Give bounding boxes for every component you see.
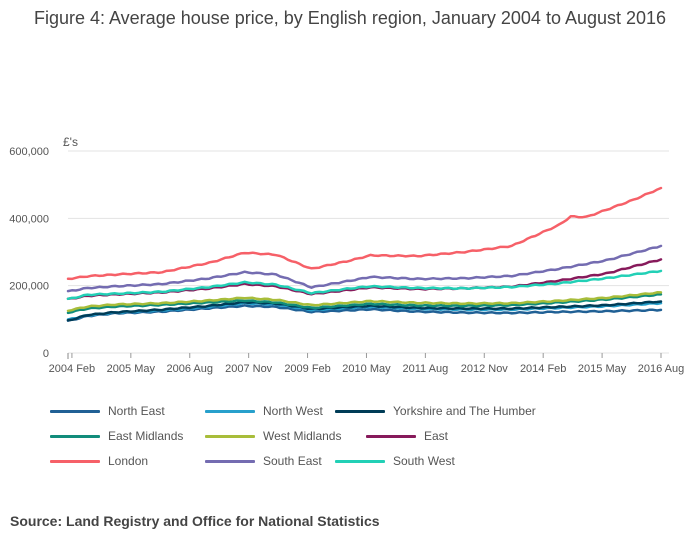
legend-label: London: [108, 454, 149, 468]
legend-swatch: [205, 434, 255, 438]
legend-label: East: [424, 429, 449, 443]
y-axis-unit-label: £'s: [63, 135, 78, 149]
legend-swatch: [335, 459, 385, 463]
y-tick-label: 0: [43, 348, 49, 360]
x-tick-label: 2006 Aug: [166, 363, 213, 375]
legend-label: West Midlands: [263, 429, 342, 443]
x-tick-label: 2014 Feb: [520, 363, 566, 375]
x-tick-label: 2005 May: [107, 363, 156, 375]
x-tick-label: 2010 May: [342, 363, 391, 375]
series-line-west-midlands: [66, 291, 663, 313]
legend-swatch: [205, 409, 255, 413]
series-line-north-east: [66, 304, 663, 322]
legend-item[interactable]: South East: [205, 454, 322, 468]
x-tick-label: 2004 Feb: [49, 363, 95, 375]
legend-swatch: [50, 434, 100, 438]
series-line-east-midlands: [66, 293, 663, 315]
y-tick-label: 600,000: [9, 146, 49, 158]
y-tick-label: 400,000: [9, 213, 49, 225]
legend-label: South West: [393, 454, 455, 468]
x-tick-label: 2012 Nov: [461, 363, 509, 375]
legend-item[interactable]: East Midlands: [50, 429, 183, 443]
series-lines: [66, 186, 663, 322]
legend-swatch: [366, 434, 416, 438]
legend-label: North East: [108, 404, 165, 418]
legend-item[interactable]: North West: [205, 404, 323, 418]
x-axis-ticks: 2004 Feb 2005 May 2006 Aug 2007 Nov 2009 Feb…: [49, 353, 685, 375]
x-tick-label: 2007 Nov: [225, 363, 273, 375]
legend-label: North West: [263, 404, 323, 418]
x-tick-label: 2009 Feb: [284, 363, 330, 375]
legend-item[interactable]: London: [50, 454, 148, 468]
legend-swatch: [50, 409, 100, 413]
legend-swatch: [50, 459, 100, 463]
legend-item[interactable]: South West: [335, 454, 455, 468]
series-line-south-east: [66, 244, 663, 293]
y-axis-ticks: 0 200,000 400,000 600,000: [9, 146, 49, 360]
legend-item[interactable]: Yorkshire and The Humber: [335, 404, 536, 418]
legend-label: South East: [263, 454, 322, 468]
legend-item[interactable]: East: [366, 429, 448, 443]
series-line-yorkshire-and-the-humber: [66, 300, 663, 322]
x-tick-label: 2016 Aug: [638, 363, 685, 375]
legend-label: Yorkshire and The Humber: [393, 404, 536, 418]
legend-swatch: [335, 409, 385, 413]
x-tick-label: 2011 Aug: [403, 363, 449, 375]
series-line-south-west: [66, 269, 663, 301]
legend-swatch: [205, 459, 255, 463]
source-note: Source: Land Registry and Office for Nat…: [10, 513, 380, 529]
legend-label: East Midlands: [108, 429, 184, 443]
legend-item[interactable]: West Midlands: [205, 429, 341, 443]
chart-title: Figure 4: Average house price, by Englis…: [33, 8, 667, 28]
y-tick-label: 200,000: [9, 281, 49, 293]
legend-item[interactable]: North East: [50, 404, 165, 418]
series-line-london: [66, 186, 663, 281]
x-tick-label: 2015 May: [578, 363, 627, 375]
